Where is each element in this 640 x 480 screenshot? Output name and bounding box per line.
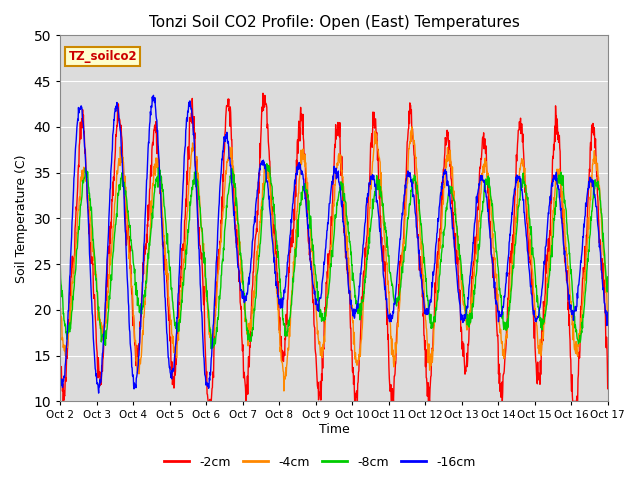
-4cm [280, 388, 288, 394]
-16cm [604, 310, 612, 315]
-8cm [240, 288, 248, 293]
-4cm [420, 272, 428, 278]
-8cm [263, 161, 271, 167]
-4cm [408, 124, 416, 130]
-2cm [240, 375, 248, 381]
-16cm [150, 93, 157, 98]
-2cm [420, 310, 428, 316]
-8cm [492, 230, 499, 236]
-16cm [95, 390, 102, 396]
-2cm [259, 90, 267, 96]
-4cm [164, 294, 172, 300]
-16cm [179, 187, 186, 192]
-16cm [420, 295, 428, 300]
X-axis label: Time: Time [319, 423, 349, 436]
-2cm [165, 307, 173, 312]
Y-axis label: Soil Temperature (C): Soil Temperature (C) [15, 154, 28, 283]
-16cm [166, 365, 173, 371]
-2cm [60, 398, 67, 404]
Title: Tonzi Soil CO2 Profile: Open (East) Temperatures: Tonzi Soil CO2 Profile: Open (East) Temp… [148, 15, 520, 30]
-16cm [56, 375, 64, 381]
-4cm [492, 255, 499, 261]
-16cm [240, 297, 248, 302]
-8cm [420, 251, 428, 256]
-4cm [540, 333, 547, 339]
Legend: -2cm, -4cm, -8cm, -16cm: -2cm, -4cm, -8cm, -16cm [159, 451, 481, 474]
-8cm [178, 300, 186, 305]
-2cm [492, 286, 499, 291]
Line: -4cm: -4cm [60, 127, 608, 391]
-8cm [164, 248, 172, 253]
-4cm [56, 304, 64, 310]
Line: -8cm: -8cm [60, 164, 608, 349]
-8cm [540, 318, 547, 324]
-2cm [56, 367, 64, 372]
Line: -16cm: -16cm [60, 96, 608, 393]
-2cm [179, 247, 186, 253]
-4cm [604, 309, 612, 315]
-16cm [540, 269, 547, 275]
-2cm [604, 386, 612, 392]
-8cm [207, 346, 215, 352]
-16cm [492, 291, 499, 297]
-4cm [239, 278, 247, 284]
-2cm [540, 299, 547, 304]
Line: -2cm: -2cm [60, 93, 608, 401]
-4cm [178, 276, 186, 282]
-8cm [604, 274, 612, 280]
-8cm [56, 260, 64, 265]
Text: TZ_soilco2: TZ_soilco2 [68, 50, 137, 63]
